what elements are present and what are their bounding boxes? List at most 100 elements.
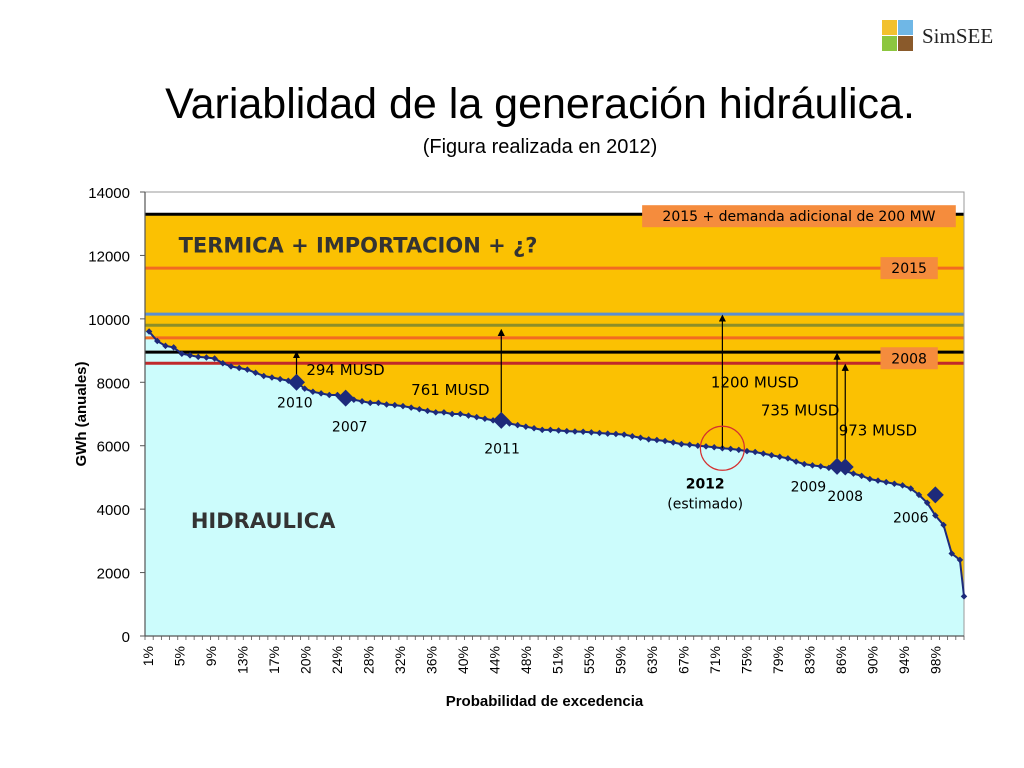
- simsee-logo: SimSEE: [882, 20, 1002, 52]
- curve-point: [694, 442, 702, 449]
- curve-point: [416, 405, 423, 413]
- curve-point: [678, 440, 685, 448]
- x-tick-label: 51%: [550, 646, 566, 674]
- x-tick-label: 32%: [392, 646, 408, 674]
- year-note: (estimado): [667, 497, 743, 513]
- highlighted-year-marker: [288, 373, 306, 391]
- x-tick-label: 98%: [928, 646, 944, 674]
- page-title: Variablidad de la generación hidráulica.: [0, 80, 1024, 129]
- curve-point: [399, 402, 407, 410]
- y-tick-label: 12000: [88, 248, 130, 265]
- logo-square-yellow: [882, 20, 897, 35]
- hidraulica-label: HIDRAULICA: [191, 509, 336, 533]
- page-title-text: Variablidad de la generación hidráulica.: [165, 80, 915, 128]
- curve-point: [457, 410, 464, 418]
- reference-label: 2015: [891, 261, 927, 277]
- x-tick-label: 17%: [266, 646, 282, 674]
- x-axis-title: Probabilidad de excedencia: [446, 693, 644, 710]
- curve-point: [768, 451, 775, 459]
- estimate-circle: [699, 425, 745, 471]
- curve-point: [629, 432, 636, 440]
- curve-point: [555, 427, 562, 434]
- curve-point: [244, 366, 251, 373]
- x-tick-label: 28%: [361, 646, 377, 674]
- curve-point: [178, 350, 186, 357]
- curve-point: [850, 470, 857, 477]
- curve-point: [186, 352, 194, 359]
- x-tick-label: 63%: [644, 646, 660, 674]
- curve-point: [620, 431, 628, 438]
- curve-point: [653, 436, 661, 444]
- x-tick-label: 79%: [770, 646, 786, 674]
- curve-point: [956, 556, 964, 564]
- hidraulica-region: [145, 331, 964, 636]
- x-tick-label: 59%: [613, 646, 629, 674]
- curve-point: [751, 448, 759, 456]
- curve-point: [661, 437, 669, 445]
- curve-point: [154, 337, 161, 345]
- x-tick-label: 5%: [172, 646, 188, 666]
- curve-point: [817, 463, 824, 470]
- curve-point: [317, 390, 325, 397]
- y-tick-label: 6000: [97, 439, 130, 456]
- curve-point: [899, 482, 906, 489]
- curve-point: [309, 388, 317, 396]
- year-label: 2006: [893, 510, 929, 526]
- curve-point: [809, 462, 816, 469]
- curve-point: [866, 475, 874, 483]
- highlighted-year-marker: [492, 411, 510, 429]
- page-subtitle: (Figura realizada en 2012): [0, 136, 1024, 159]
- curve-point: [424, 407, 431, 415]
- x-tick-label: 75%: [739, 646, 755, 674]
- curve-point: [383, 401, 390, 408]
- curve-point: [530, 425, 538, 432]
- curve-point: [743, 447, 751, 455]
- curve-point: [162, 342, 169, 350]
- curve-point: [448, 410, 456, 418]
- curve-point: [702, 443, 710, 450]
- curve-point: [882, 478, 890, 486]
- y-tick-label: 4000: [97, 502, 130, 519]
- y-tick-label: 10000: [88, 312, 130, 329]
- curve-point: [923, 499, 931, 507]
- x-tick-label: 71%: [707, 646, 723, 674]
- reference-label: 2008: [891, 351, 927, 367]
- year-label: 2008: [827, 489, 863, 505]
- cost-label: 735 MUSD: [761, 401, 839, 419]
- x-tick-label: 20%: [298, 646, 314, 674]
- curve-point: [874, 477, 882, 484]
- year-label: 2012: [686, 477, 725, 493]
- curve-point: [252, 369, 259, 377]
- curve-point: [604, 430, 611, 437]
- curve-point: [727, 445, 734, 453]
- reference-label: 2015 + demanda adicional de 200 MW: [662, 209, 935, 225]
- termica-region: [145, 214, 964, 597]
- curve-point: [358, 398, 366, 405]
- curve-point: [915, 491, 923, 499]
- page-subtitle-text: (Figura realizada en 2012): [422, 136, 658, 158]
- curve-point: [710, 444, 718, 451]
- curve-point: [596, 429, 603, 437]
- curve-point: [571, 428, 579, 435]
- curve-point: [686, 441, 693, 449]
- year-label: 2010: [277, 396, 313, 412]
- curve-point: [440, 409, 448, 416]
- curve-point: [858, 472, 865, 480]
- curve-point: [391, 401, 399, 409]
- curve-point: [145, 328, 153, 335]
- curve-point: [637, 434, 644, 442]
- curve-point: [432, 409, 439, 416]
- x-tick-label: 86%: [833, 646, 849, 674]
- curve-point: [481, 415, 489, 423]
- curve-point: [645, 436, 652, 443]
- y-axis-title: GWh (anuales): [73, 361, 90, 466]
- y-tick-label: 0: [122, 629, 130, 646]
- logo-square-brown: [898, 36, 913, 51]
- logo-square-green: [882, 36, 897, 51]
- cost-label: 761 MUSD: [411, 381, 489, 399]
- curve-point: [260, 372, 268, 380]
- curve-point: [326, 391, 333, 399]
- curve-point: [776, 453, 783, 461]
- cost-label: 294 MUSD: [306, 361, 384, 379]
- curve-point: [366, 399, 374, 407]
